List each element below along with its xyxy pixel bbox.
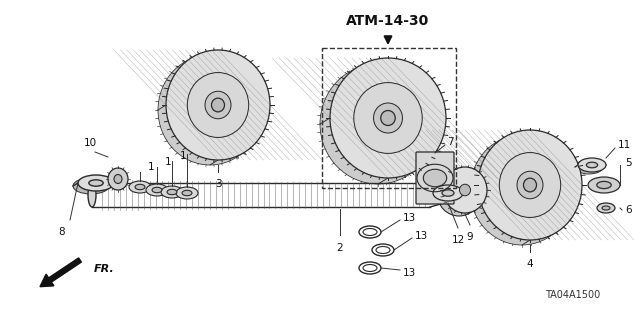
- Ellipse shape: [596, 182, 611, 189]
- Ellipse shape: [205, 91, 231, 119]
- FancyBboxPatch shape: [416, 152, 454, 204]
- Ellipse shape: [89, 180, 103, 186]
- Ellipse shape: [499, 152, 561, 218]
- Ellipse shape: [433, 185, 463, 201]
- Ellipse shape: [182, 190, 192, 196]
- Text: 9: 9: [467, 232, 474, 242]
- Text: 3: 3: [214, 179, 221, 189]
- Text: TA04A1500: TA04A1500: [545, 290, 600, 300]
- Text: 4: 4: [527, 259, 533, 269]
- Ellipse shape: [158, 55, 262, 165]
- Ellipse shape: [374, 103, 403, 133]
- Text: 13: 13: [403, 213, 416, 223]
- Text: 13: 13: [403, 268, 416, 278]
- Ellipse shape: [88, 183, 96, 207]
- Ellipse shape: [146, 184, 168, 196]
- Ellipse shape: [423, 169, 447, 187]
- Ellipse shape: [166, 50, 270, 160]
- Text: 6: 6: [625, 205, 632, 215]
- Text: 7: 7: [447, 137, 454, 147]
- Ellipse shape: [84, 183, 98, 189]
- Ellipse shape: [470, 135, 574, 245]
- Text: 1: 1: [165, 157, 172, 167]
- Ellipse shape: [602, 206, 610, 210]
- Text: FR.: FR.: [94, 264, 115, 274]
- Ellipse shape: [161, 186, 183, 198]
- Text: 1: 1: [195, 144, 202, 154]
- Ellipse shape: [73, 178, 109, 194]
- Text: 2: 2: [337, 243, 343, 253]
- Text: 5: 5: [625, 158, 632, 168]
- Text: 12: 12: [451, 235, 465, 245]
- Text: 11: 11: [618, 140, 631, 150]
- Ellipse shape: [211, 98, 225, 112]
- Ellipse shape: [381, 110, 396, 125]
- Ellipse shape: [584, 164, 595, 170]
- Ellipse shape: [135, 184, 145, 190]
- Ellipse shape: [167, 189, 177, 195]
- Ellipse shape: [478, 130, 582, 240]
- Ellipse shape: [108, 168, 128, 190]
- Ellipse shape: [524, 178, 536, 192]
- Text: 8: 8: [59, 227, 65, 237]
- Ellipse shape: [114, 174, 122, 183]
- FancyArrow shape: [40, 258, 81, 287]
- Ellipse shape: [460, 184, 470, 196]
- Text: ATM-14-30: ATM-14-30: [346, 14, 429, 28]
- Ellipse shape: [330, 58, 446, 178]
- Ellipse shape: [129, 181, 151, 193]
- Ellipse shape: [188, 72, 249, 137]
- Ellipse shape: [588, 177, 620, 193]
- Ellipse shape: [176, 187, 198, 199]
- Ellipse shape: [438, 192, 450, 198]
- Text: 1: 1: [148, 162, 155, 172]
- Text: 1: 1: [180, 151, 187, 161]
- Ellipse shape: [517, 171, 543, 199]
- Ellipse shape: [575, 160, 603, 174]
- Ellipse shape: [437, 170, 481, 216]
- Ellipse shape: [354, 83, 422, 153]
- Bar: [322, 48, 456, 188]
- Ellipse shape: [442, 190, 454, 196]
- Ellipse shape: [443, 167, 487, 213]
- Ellipse shape: [78, 175, 114, 191]
- Ellipse shape: [597, 203, 615, 213]
- Ellipse shape: [578, 158, 606, 172]
- Text: 10: 10: [83, 138, 97, 148]
- Text: 13: 13: [415, 231, 428, 241]
- Ellipse shape: [586, 162, 598, 168]
- Ellipse shape: [152, 187, 162, 193]
- Ellipse shape: [429, 187, 459, 203]
- Ellipse shape: [320, 64, 436, 184]
